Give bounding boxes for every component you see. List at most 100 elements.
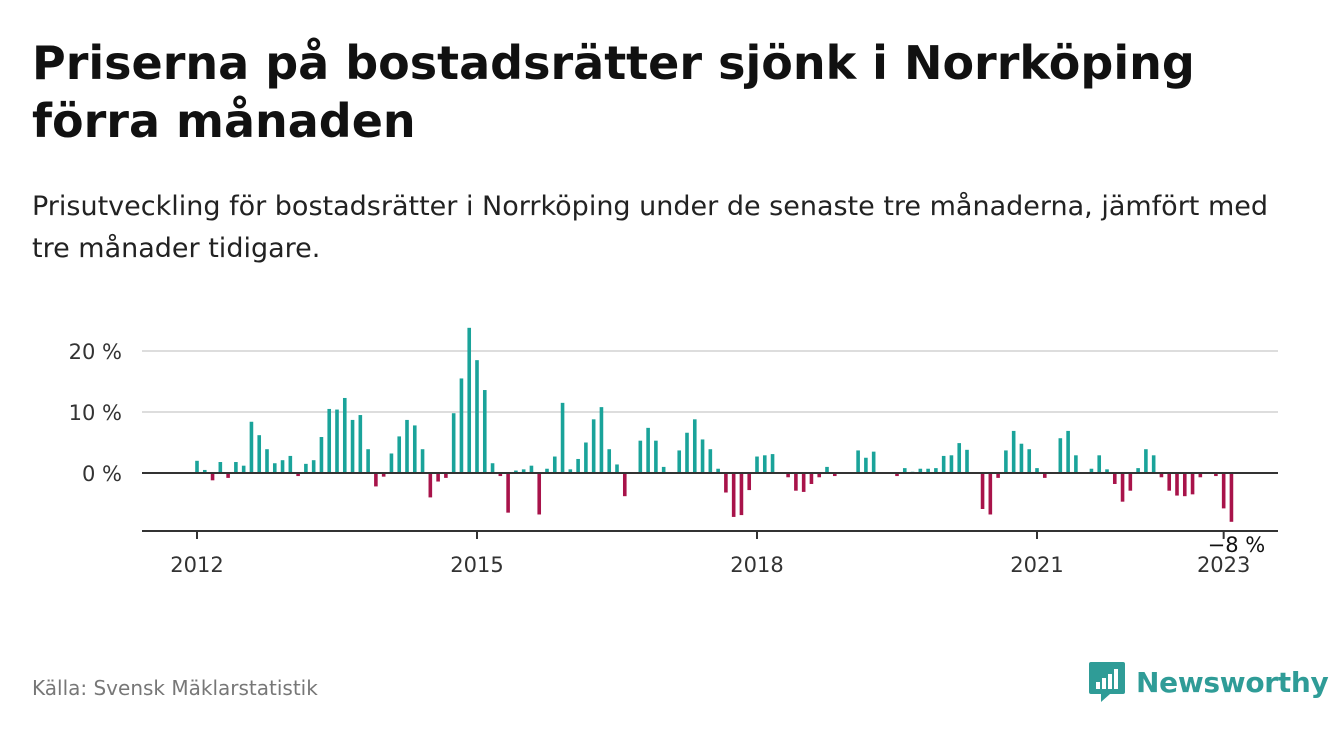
bar [615, 464, 619, 473]
bar [1105, 469, 1109, 473]
bar [265, 449, 269, 473]
bar [389, 453, 394, 473]
bar [374, 473, 378, 487]
bar [1120, 473, 1125, 502]
bar [420, 449, 425, 473]
bar [1198, 473, 1203, 478]
bar [1214, 473, 1218, 477]
bar [864, 457, 868, 473]
bar [1019, 443, 1024, 473]
bar [716, 468, 720, 473]
bar [381, 473, 386, 477]
bar [786, 473, 790, 478]
gridlines [142, 350, 1278, 413]
bar [1229, 473, 1234, 522]
bar [700, 439, 705, 473]
bar [692, 419, 697, 473]
bar [817, 473, 822, 478]
bar [412, 425, 417, 473]
chart-title: Priserna på bostadsrätter sjönk i Norrkö… [32, 36, 1195, 148]
bar [902, 468, 907, 473]
bar [1128, 473, 1133, 491]
bar [568, 469, 573, 473]
bar [654, 440, 658, 473]
bar [965, 449, 969, 473]
bar [801, 473, 806, 492]
bar [366, 449, 370, 473]
bar [537, 473, 542, 515]
bar [1151, 455, 1156, 473]
bar [514, 470, 518, 473]
bar [957, 443, 962, 473]
bar [195, 460, 199, 473]
bar [296, 473, 300, 477]
bar [210, 473, 215, 481]
bar [1042, 473, 1047, 478]
bar [444, 473, 448, 478]
bar [467, 327, 472, 473]
bars [195, 327, 1234, 522]
newsworthy-logo-icon [1089, 662, 1125, 702]
bar [521, 469, 526, 473]
bar [545, 468, 549, 473]
bar [1112, 473, 1117, 484]
bar [941, 455, 946, 473]
chart-subtitle: Prisutveckling för bostadsrätter i Norrk… [32, 191, 1269, 264]
bar [762, 455, 767, 473]
bar [1027, 449, 1032, 473]
bar [770, 454, 775, 473]
bar [576, 458, 580, 473]
bar [327, 408, 332, 473]
bar [459, 378, 464, 473]
bar [311, 460, 316, 473]
bar [996, 473, 1000, 478]
bar [1066, 430, 1070, 473]
source-note: Källa: Svensk Mäklarstatistik [32, 676, 318, 700]
bar [319, 437, 324, 473]
bar [1167, 473, 1172, 491]
bar [731, 473, 736, 517]
bar [350, 419, 355, 473]
bar [280, 460, 285, 473]
bar [988, 473, 993, 515]
bar [646, 427, 650, 473]
bar [926, 468, 930, 473]
bar [234, 462, 238, 473]
bar [335, 409, 339, 473]
bar [272, 463, 277, 473]
bar [638, 440, 643, 473]
bar [825, 466, 829, 473]
bar [1011, 430, 1016, 473]
bar [661, 466, 666, 473]
bar [949, 455, 954, 473]
brand-logo[interactable]: Newsworthy [1088, 660, 1329, 704]
bar [1175, 473, 1179, 496]
bar [980, 473, 985, 509]
bar [304, 463, 308, 473]
bar [1221, 473, 1226, 509]
brand-name: Newsworthy [1136, 665, 1329, 699]
bar [288, 455, 293, 473]
bar [747, 473, 752, 491]
bar [202, 469, 207, 473]
bar [755, 456, 759, 473]
bar [451, 413, 456, 473]
bar [552, 456, 557, 473]
bar [1004, 450, 1008, 473]
x-tick-label: 2015 [450, 553, 503, 577]
bar [1190, 473, 1195, 495]
bar [724, 473, 728, 493]
bar [708, 449, 713, 473]
bar [1074, 455, 1078, 473]
bar [490, 463, 495, 473]
bar [1035, 468, 1039, 473]
y-tick-label: 20 % [69, 340, 122, 364]
bar [832, 473, 837, 477]
bar [918, 468, 923, 473]
bar [1089, 468, 1094, 473]
bar [809, 473, 814, 484]
bar [218, 462, 223, 473]
x-axis [142, 472, 1278, 539]
x-tick-label: 2018 [730, 553, 783, 577]
bar [1144, 449, 1148, 473]
